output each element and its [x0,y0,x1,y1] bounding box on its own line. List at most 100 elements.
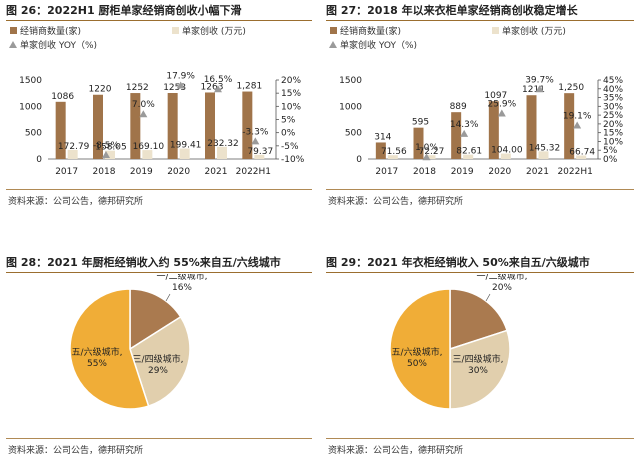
slice-label-name: 三/四级城市, [133,353,184,365]
x-tick-label: 2021 [526,167,549,177]
y-left-tick-label: 1000 [19,102,42,112]
leader-line [165,293,171,302]
y-right-tick-label: 0% [603,155,618,165]
pie-slice [449,329,511,410]
yoy-marker [139,110,148,118]
bar-revenue [500,153,511,159]
data-label-dealers: 1252 [126,83,149,93]
bar-dealers [93,94,103,159]
y-left-tick-label: 500 [345,129,362,139]
bar-dealers [242,91,253,159]
slice-label-value: 20% [492,283,512,293]
legend-label-yoy: 单家创收 YOY（%) [20,39,97,51]
data-label-revenue: 199.41 [170,140,202,150]
data-label-revenue: 232.32 [207,139,239,149]
slice-label-name: 一/二级城市, [477,274,528,282]
data-label-revenue: 169.10 [133,142,165,152]
x-tick-label: 2022H1 [236,167,271,177]
x-tick-label: 2021 [205,167,228,177]
y-right-tick-label: 15% [281,89,301,99]
x-tick-label: 2020 [488,167,511,177]
bar-revenue [387,155,398,159]
slice-label-value: 29% [148,366,168,376]
y-left-tick-label: 500 [25,129,42,139]
data-label-dealers: 1263 [201,82,224,92]
legend-swatch-revenue [172,27,179,34]
y-right-tick-label: 0% [281,129,296,139]
x-tick-label: 2019 [451,167,474,177]
chart-panel-28: 图 28：2021 年厨柜经销收入约 55%来自五/六线城市 一/二级城市, 16… [6,254,312,460]
yoy-marker [460,129,469,137]
y-right-tick-label: 5% [603,146,618,156]
slice-label-value: 30% [468,366,488,376]
legend-swatch-dealers [10,27,17,34]
y-right-tick-label: -10% [281,155,305,165]
source-note: 资料来源：公司公告，德邦研究所 [328,197,464,207]
slice-label-value: 55% [87,359,107,369]
bar-dealers [55,101,66,159]
data-label-dealers: 1,281 [236,82,262,92]
pie-slice [129,315,191,408]
data-label-yoy: 17.9% [166,72,195,82]
legend-label-dealers: 经销商数量(家) [20,25,81,37]
data-label-yoy: 16.5% [204,75,233,85]
y-right-tick-label: 10% [281,102,301,112]
bar-dealers [564,93,575,159]
bar-revenue [254,154,265,159]
y-left-tick-label: 1000 [339,102,362,112]
data-label-dealers: 1220 [89,85,112,95]
bar-dealers [451,112,462,159]
x-tick-label: 2022H1 [557,167,592,177]
figure-title: 图 28：2021 年厨柜经销收入约 55%来自五/六线城市 [6,254,312,273]
chart-panel-29: 图 29：2021 年衣柜经销收入 50%来自五/六级城市 一/二级城市, 20%… [326,254,634,460]
chart-panel-27: 图 27：2018 年以来衣柜单家经销商创收稳定增长 经销商数量(家) 单家创收 … [326,2,634,212]
yoy-marker [497,109,506,117]
data-label-dealers: 1097 [484,91,507,101]
data-label-revenue: 79.37 [247,147,273,157]
data-label-revenue: 71.56 [381,147,407,157]
bar-revenue [425,155,436,159]
source-note: 资料来源：公司公告，德邦研究所 [8,197,144,207]
leader-line [485,293,491,302]
data-label-revenue: 66.74 [569,147,595,157]
slice-label-name: 一/二级城市, [157,274,208,282]
pie-chart: 一/二级城市,20% 三/四级城市,30% 五/六级城市,50% [389,274,528,410]
legend-label-dealers: 经销商数量(家) [340,25,401,37]
data-label-yoy: 7.0% [132,100,155,110]
yoy-marker [573,121,582,129]
data-label-revenue: 145.32 [529,143,561,153]
x-tick-label: 2017 [55,167,78,177]
pie-slice [449,288,509,351]
y-right-tick-label: 30% [603,102,623,112]
y-right-tick-label: 45% [603,76,623,86]
y-right-tick-label: 20% [603,120,623,130]
pie-slice [69,288,150,410]
slice-label-value: 16% [172,283,192,293]
y-right-tick-label: 20% [281,76,301,86]
slice-label-value: 50% [407,359,427,369]
data-label-revenue: 104.00 [491,146,523,156]
bar-dealers [167,93,178,159]
data-label-dealers: 889 [450,102,467,112]
x-tick-label: 2017 [375,167,398,177]
yoy-marker [102,151,110,159]
x-tick-label: 2018 [413,167,436,177]
bar-revenue [217,146,227,159]
bar-revenue [105,150,115,159]
pie-slice [129,288,182,351]
x-tick-label: 2019 [130,167,153,177]
legend-label-revenue: 单家创收 (万元) [502,25,566,37]
pie-slice [389,288,451,410]
y-right-tick-label: 40% [603,85,623,95]
legend-label-yoy: 单家创收 YOY（%) [340,39,417,51]
y-left-tick-label: 1500 [339,76,362,86]
slice-label-name: 三/四级城市, [453,353,504,365]
legend-label-revenue: 单家创收 (万元) [182,25,246,37]
divider [326,189,634,190]
bar-dealers [413,127,424,159]
legend-swatch-dealers [330,27,337,34]
bar-revenue [67,149,78,159]
bar-dealers [526,95,537,159]
y-left-tick-label: 0 [356,155,362,165]
bar-dealers [130,93,141,159]
